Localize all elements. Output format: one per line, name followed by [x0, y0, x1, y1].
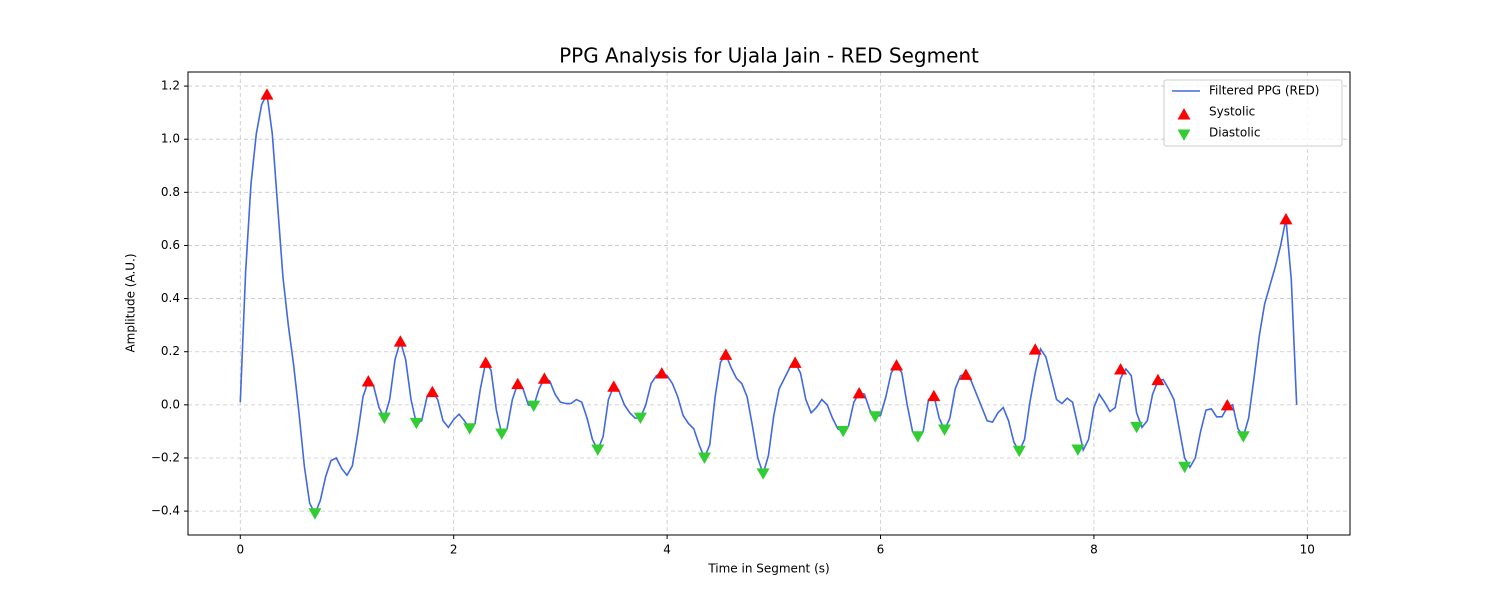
marker [409, 417, 423, 430]
x-tick-label: 8 [1090, 543, 1098, 557]
legend-box [1163, 79, 1343, 147]
y-tick-label: 0.8 [161, 185, 180, 199]
marker [633, 412, 647, 424]
marker [495, 428, 509, 440]
marker [719, 348, 733, 360]
marker [511, 377, 525, 390]
y-tick-label: 0.2 [161, 344, 180, 358]
marker [959, 368, 973, 380]
legend-swatch [1177, 108, 1191, 120]
x-axis-label: Time in Segment (s) [707, 562, 829, 576]
y-tick-label: 0.6 [161, 238, 180, 252]
marker [788, 356, 802, 368]
marker [1279, 213, 1293, 225]
marker [1130, 421, 1144, 434]
y-tick-label: 1.2 [161, 79, 180, 93]
legend: Filtered PPG (RED) Systolic Diastolic [1163, 79, 1343, 147]
legend-label: Systolic [1209, 105, 1255, 119]
chart-title: PPG Analysis for Ujala Jain - RED Segmen… [559, 44, 979, 68]
y-tick-label: −0.2 [151, 450, 180, 464]
x-tick-label: 4 [663, 543, 671, 557]
marker [1012, 445, 1026, 458]
marker [361, 375, 375, 387]
marker [1151, 373, 1165, 386]
marker [890, 359, 904, 371]
marker [607, 380, 621, 392]
y-tick-label: 0.0 [161, 397, 180, 411]
marker [697, 452, 711, 464]
x-tick-label: 2 [450, 543, 458, 557]
x-tick-label: 6 [877, 543, 885, 557]
y-tick-label: −0.4 [151, 504, 180, 518]
marker [537, 372, 551, 384]
y-tick-label: 1.0 [161, 132, 180, 146]
legend-label: Filtered PPG (RED) [1209, 84, 1319, 98]
marker [308, 508, 322, 520]
marker [868, 411, 882, 423]
marker [393, 335, 407, 347]
y-tick-label: 0.4 [161, 291, 180, 305]
marker [1028, 343, 1042, 355]
marker [927, 389, 941, 402]
x-tick-label: 0 [236, 543, 244, 557]
legend-label: Diastolic [1209, 126, 1261, 140]
marker [591, 444, 605, 456]
x-tick-label: 10 [1300, 543, 1315, 557]
marker [1114, 363, 1128, 375]
marker [911, 431, 925, 443]
marker [836, 425, 850, 438]
marker [1236, 431, 1250, 443]
marker [479, 356, 493, 368]
marker [377, 412, 391, 424]
marker [756, 468, 770, 480]
y-axis-label: Amplitude (A.U.) [124, 253, 138, 352]
marker [463, 423, 477, 435]
marker [425, 385, 439, 398]
marker [1071, 444, 1085, 456]
marker [938, 424, 952, 436]
marker [655, 367, 669, 379]
marker [260, 88, 274, 100]
marker [852, 387, 866, 399]
legend-swatch [1177, 129, 1191, 141]
marker [1178, 461, 1192, 474]
marker [527, 400, 541, 413]
data-line [239, 91, 1298, 516]
plot-frame [187, 71, 1351, 536]
marker [1220, 398, 1234, 411]
